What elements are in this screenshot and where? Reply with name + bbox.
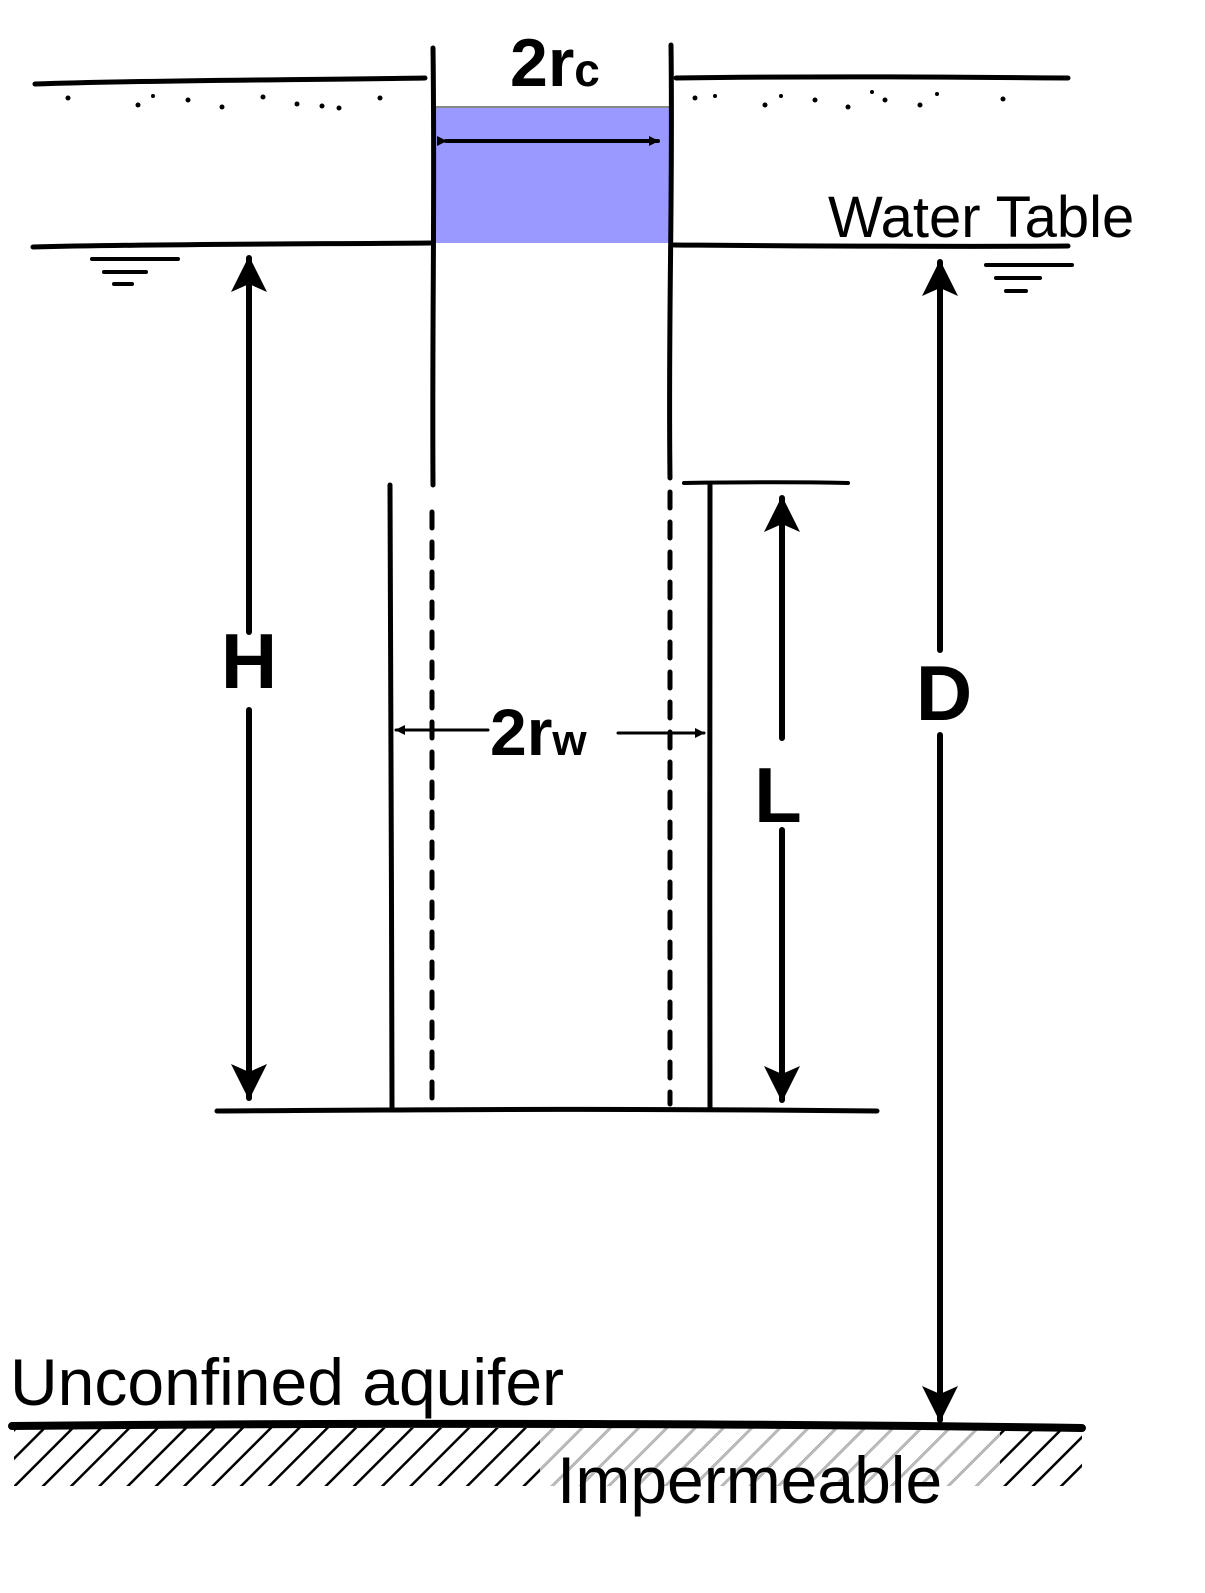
head-label: H (221, 617, 277, 705)
screen-length-label: L (754, 751, 802, 839)
ground-surface (32, 74, 1071, 111)
impermeable-base (8, 1419, 1086, 1486)
water-table-symbol-right (984, 263, 1074, 293)
well-diameter-label: 2rw (490, 695, 587, 769)
depth-label: D (916, 649, 972, 737)
well-screen-walls (387, 480, 850, 1111)
water-table-label: Water Table (828, 185, 1134, 250)
water-table-line (30, 240, 1071, 250)
casing-diameter-label: 2rc (510, 25, 600, 101)
aquifer-type-label: Unconfined aquifer (10, 1345, 564, 1419)
casing-dashed-extension (429, 489, 673, 1107)
water-table-symbol-left (90, 257, 180, 286)
soil-dots (65, 90, 1006, 111)
casing-walls (430, 42, 674, 488)
impermeable-label: Impermeable (557, 1443, 942, 1517)
well-bottom-line (214, 1106, 880, 1114)
casing-water-fill (433, 107, 671, 243)
